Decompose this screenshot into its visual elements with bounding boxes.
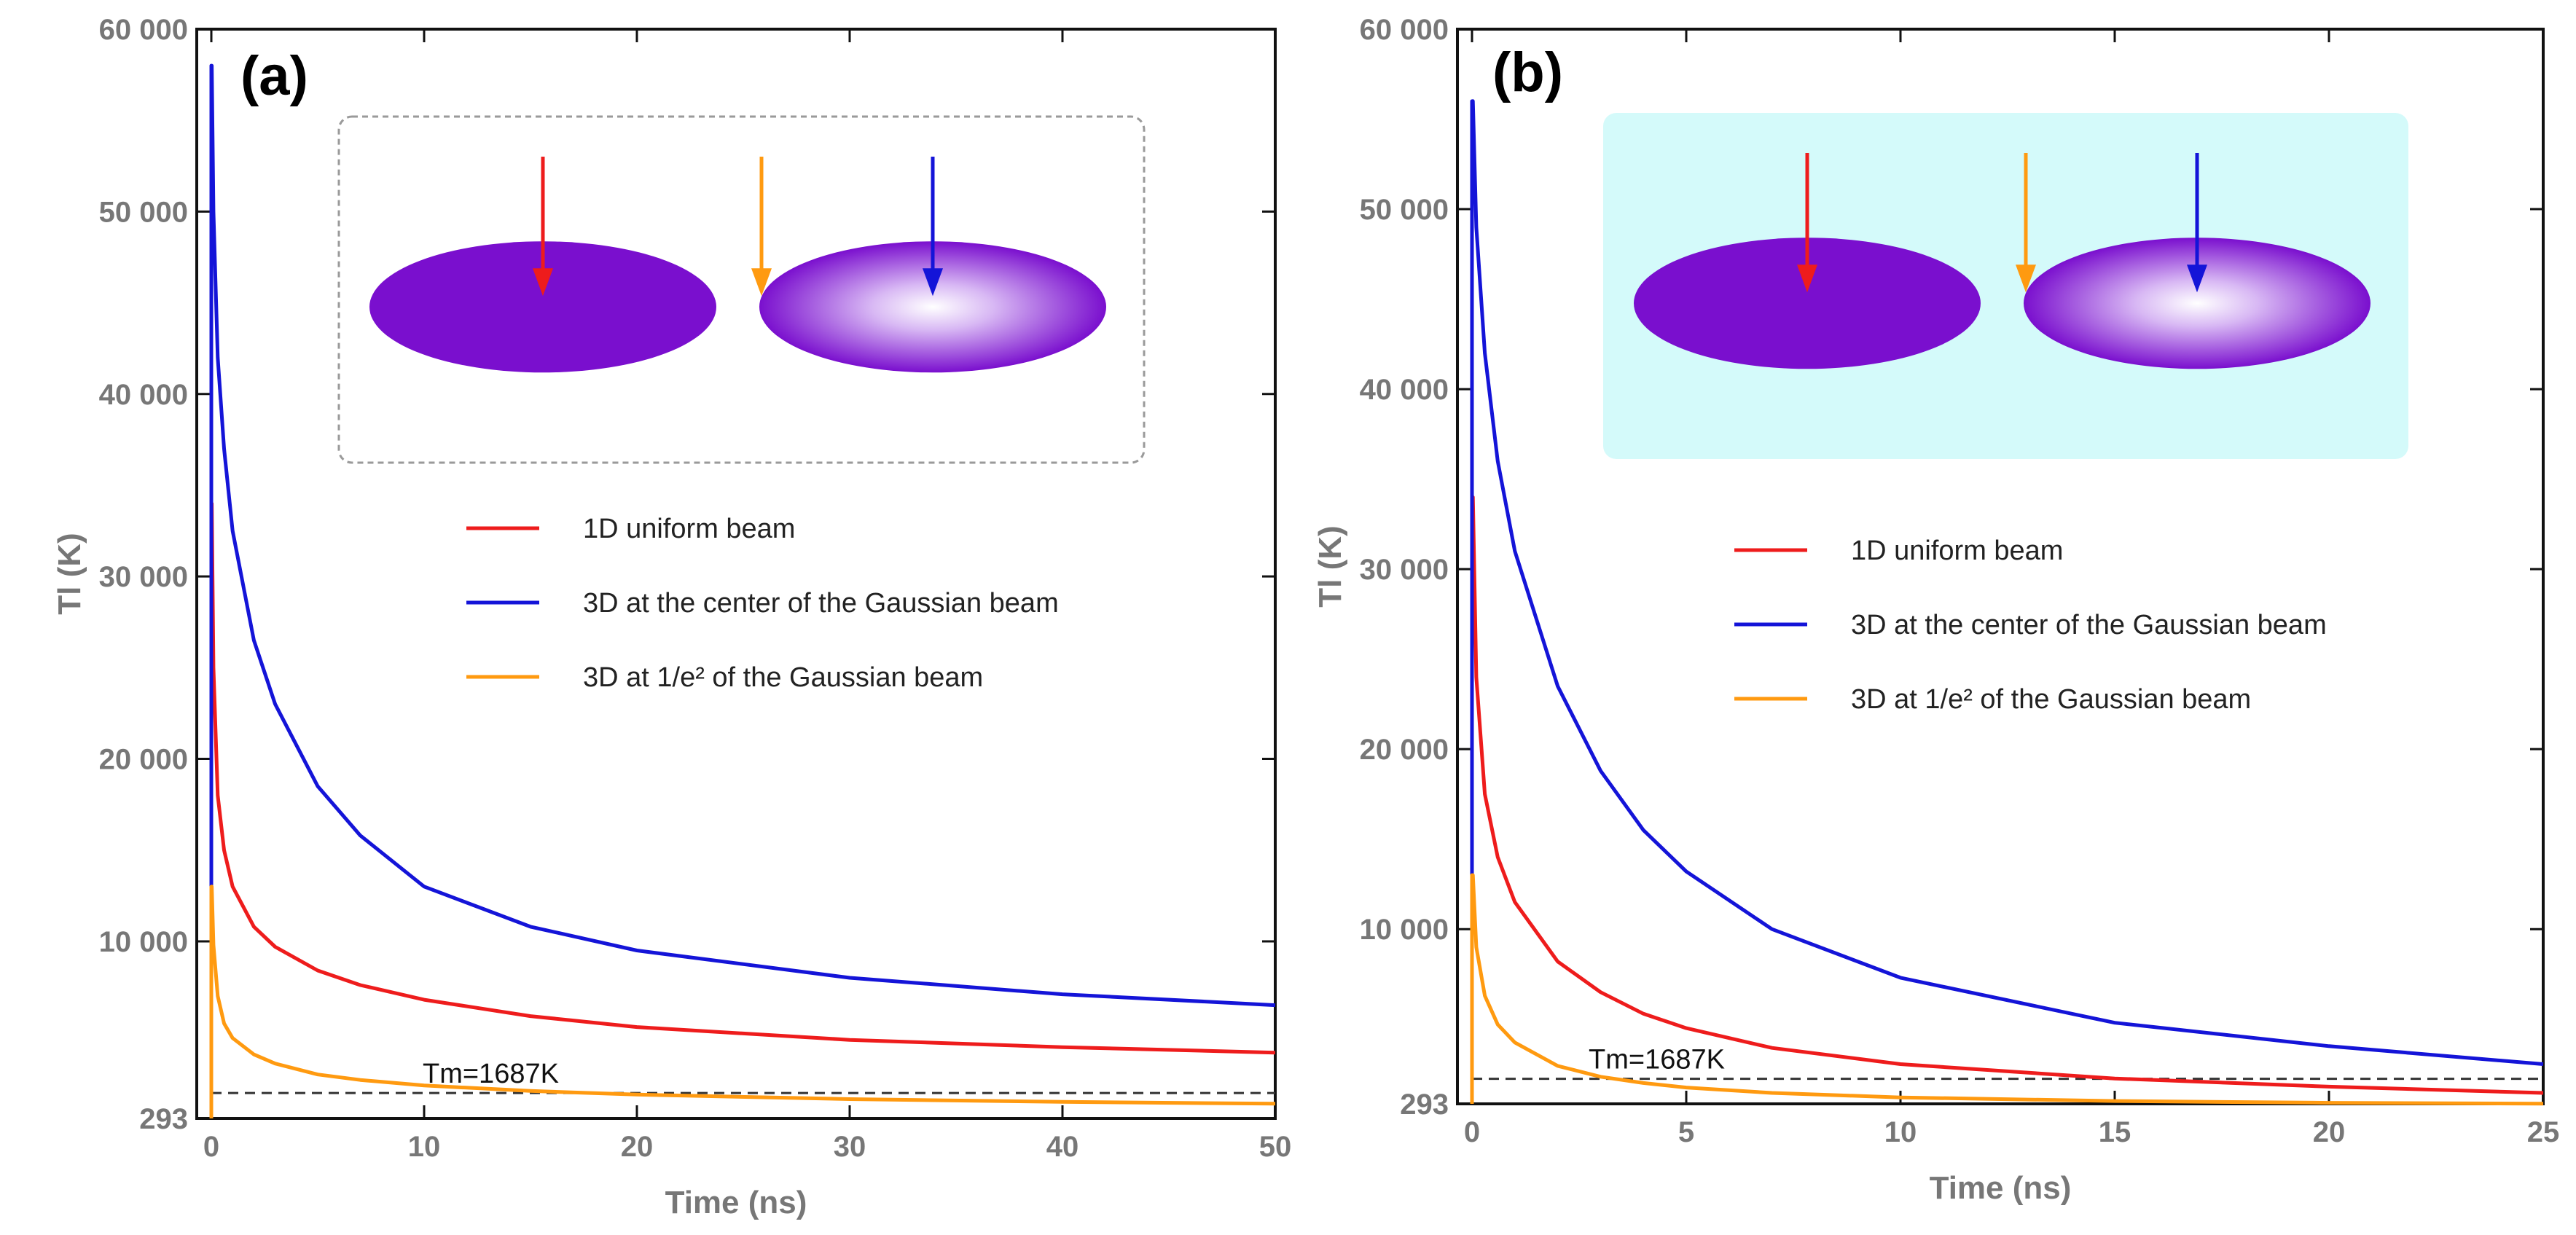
orange-arrow-icon — [2016, 153, 2036, 293]
y-tick-label: 20 000 — [99, 744, 188, 776]
x-axis-title: Time (ns) — [1930, 1170, 2072, 1206]
series-1 — [1470, 99, 2544, 1104]
legend-label: 3D at 1/e² of the Gaussian beam — [583, 662, 983, 693]
blue-arrow-icon — [2187, 153, 2207, 293]
x-tick-label: 5 — [1678, 1116, 1694, 1148]
x-tick-label: 40 — [1046, 1131, 1079, 1163]
gaussian-beam-spot — [759, 241, 1106, 373]
uniform-beam-spot — [1634, 238, 1981, 369]
series-line — [1470, 873, 2544, 1106]
series-0 — [1470, 495, 2544, 1104]
red-arrow-icon — [533, 157, 553, 297]
x-tick-label: 10 — [408, 1131, 441, 1163]
x-tick-label: 20 — [621, 1131, 654, 1163]
x-tick-label: 50 — [1259, 1131, 1292, 1163]
uniform-beam-spot — [369, 241, 716, 373]
y-tick-label: 40 000 — [99, 379, 188, 411]
beam-inset — [1603, 113, 2408, 459]
x-tick-label: 20 — [2313, 1116, 2346, 1148]
x-tick-label: 25 — [2527, 1116, 2560, 1148]
plot-frame — [195, 28, 1277, 1120]
y-tick-label: 293 — [1400, 1089, 1449, 1121]
y-tick-label: 60 000 — [1360, 14, 1449, 46]
y-tick-label: 50 000 — [99, 196, 188, 228]
y-tick-label: 30 000 — [1360, 554, 1449, 586]
blue-arrow-icon — [923, 157, 943, 297]
legend-item: 3D at 1/e² of the Gaussian beam — [1734, 684, 2251, 715]
legend-item: 1D uniform beam — [1734, 536, 2063, 566]
beam-inset — [337, 115, 1146, 464]
y-axis-title: Tl (K) — [52, 533, 87, 614]
y-tick-label: 30 000 — [99, 561, 188, 593]
x-axis-title: Time (ns) — [665, 1185, 807, 1220]
series-line — [209, 885, 1276, 1118]
inset-border — [337, 115, 1146, 464]
panel-label: (b) — [1492, 42, 1563, 103]
orange-arrow-icon — [751, 157, 772, 297]
x-tick-label: 0 — [1464, 1116, 1480, 1148]
legend-label: 3D at the center of the Gaussian beam — [583, 588, 1059, 619]
melting-point-label: Tm=1687K — [423, 1059, 559, 1089]
y-tick-label: 60 000 — [99, 14, 188, 46]
chart-panel-b: 293 10 000 20 000 30 000 40 000 50 000 60 000 0… — [1312, 14, 2559, 1206]
y-tick-label: 10 000 — [99, 926, 188, 958]
y-tick-label: 50 000 — [1360, 194, 1449, 226]
y-tick-label: 40 000 — [1360, 374, 1449, 406]
legend-label: 3D at 1/e² of the Gaussian beam — [1851, 684, 2251, 715]
x-tick-label: 15 — [2099, 1116, 2131, 1148]
legend-item: 3D at 1/e² of the Gaussian beam — [466, 662, 983, 693]
x-tick-label: 10 — [1884, 1116, 1917, 1148]
y-tick-label: 20 000 — [1360, 734, 1449, 766]
legend-item: 1D uniform beam — [466, 514, 795, 544]
legend-item: 3D at the center of the Gaussian beam — [1734, 610, 2327, 640]
panel-label: (a) — [240, 45, 308, 107]
x-tick-label: 0 — [203, 1131, 219, 1163]
chart-panel-a: 293 10 000 20 000 30 000 40 000 50 000 60 000 0… — [52, 14, 1291, 1220]
legend-label: 3D at the center of the Gaussian beam — [1851, 610, 2327, 640]
y-axis-title: Tl (K) — [1312, 525, 1348, 607]
y-tick-label: 10 000 — [1360, 914, 1449, 946]
y-tick-label: 293 — [139, 1103, 188, 1135]
legend-label: 1D uniform beam — [583, 514, 795, 544]
series-line — [1470, 99, 2544, 1104]
legend-label: 1D uniform beam — [1851, 536, 2063, 566]
legend-item: 3D at the center of the Gaussian beam — [466, 588, 1059, 619]
plot-frame — [1456, 28, 2545, 1105]
series-1 — [209, 63, 1276, 1118]
series-line — [1470, 495, 2544, 1104]
red-arrow-icon — [1797, 153, 1817, 293]
x-tick-label: 30 — [834, 1131, 866, 1163]
gaussian-beam-spot — [2024, 238, 2371, 369]
series-2 — [209, 885, 1276, 1118]
inset-background — [1603, 113, 2408, 459]
melting-point-label: Tm=1687K — [1589, 1045, 1725, 1075]
series-2 — [1470, 873, 2544, 1106]
